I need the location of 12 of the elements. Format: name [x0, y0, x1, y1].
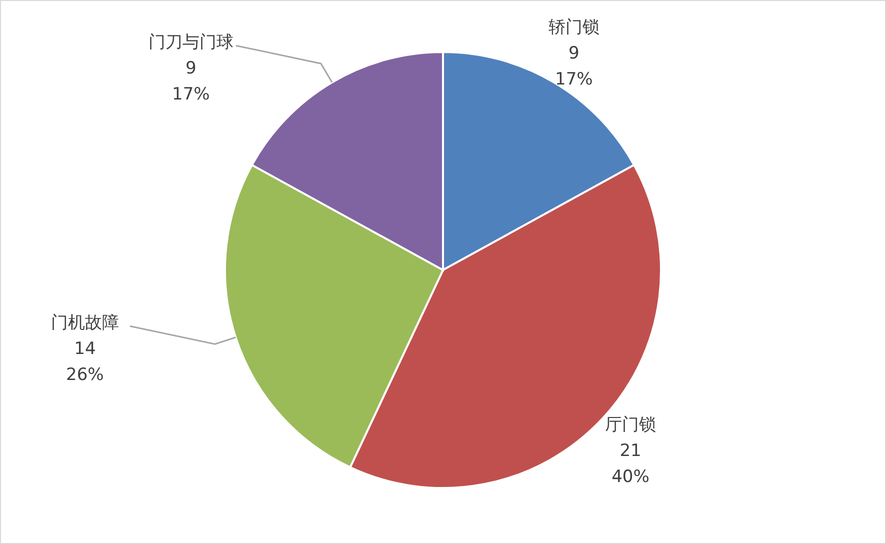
text: 9 — [186, 58, 196, 79]
data-label: 40% — [612, 467, 650, 488]
data-label: 17% — [172, 84, 210, 105]
slice-label: 轿门锁 — [548, 18, 600, 38]
slice-label: 门机故障 — [50, 313, 119, 334]
data-label: 26% — [66, 365, 104, 386]
data-label: 17% — [555, 70, 593, 90]
text: 9 — [568, 44, 580, 64]
text: 21 — [620, 441, 642, 462]
slice-label: 门刀与门球 — [148, 32, 234, 53]
text: 14 — [74, 339, 96, 360]
slice-label: 厅门锁 — [605, 415, 656, 436]
